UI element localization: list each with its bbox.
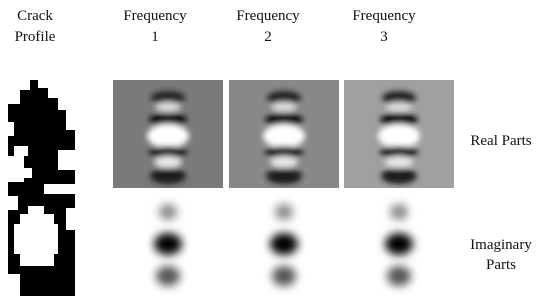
real-part-image (344, 80, 454, 188)
label-line: 2 (264, 29, 272, 45)
label-line: Real Parts (470, 133, 531, 149)
label-line: Frequency (123, 8, 187, 24)
label-line: Parts (486, 257, 516, 273)
real-part-image (113, 80, 223, 188)
column-header: Crack Profile (15, 8, 56, 45)
real-part-image (229, 80, 339, 188)
label-line: Profile (15, 29, 56, 45)
row-label: Imaginary Parts (470, 237, 532, 273)
column-header: Frequency 1 (123, 8, 187, 45)
figure: Crack Profile Frequency 1 Frequency 2 Frequ… (0, 0, 541, 296)
imaginary-part-image (270, 204, 298, 286)
label-line: Imaginary (470, 237, 532, 253)
crack-profile (8, 80, 75, 296)
label-line: Crack (17, 8, 53, 24)
column-header: Frequency 3 (352, 8, 416, 45)
label-line: Frequency (352, 8, 416, 24)
label-line: 1 (151, 29, 159, 45)
label-line: Frequency (236, 8, 300, 24)
imaginary-part-image (154, 204, 182, 286)
imaginary-part-image (385, 204, 413, 286)
row-label: Real Parts (470, 133, 531, 149)
label-line: 3 (380, 29, 388, 45)
column-header: Frequency 2 (236, 8, 300, 45)
